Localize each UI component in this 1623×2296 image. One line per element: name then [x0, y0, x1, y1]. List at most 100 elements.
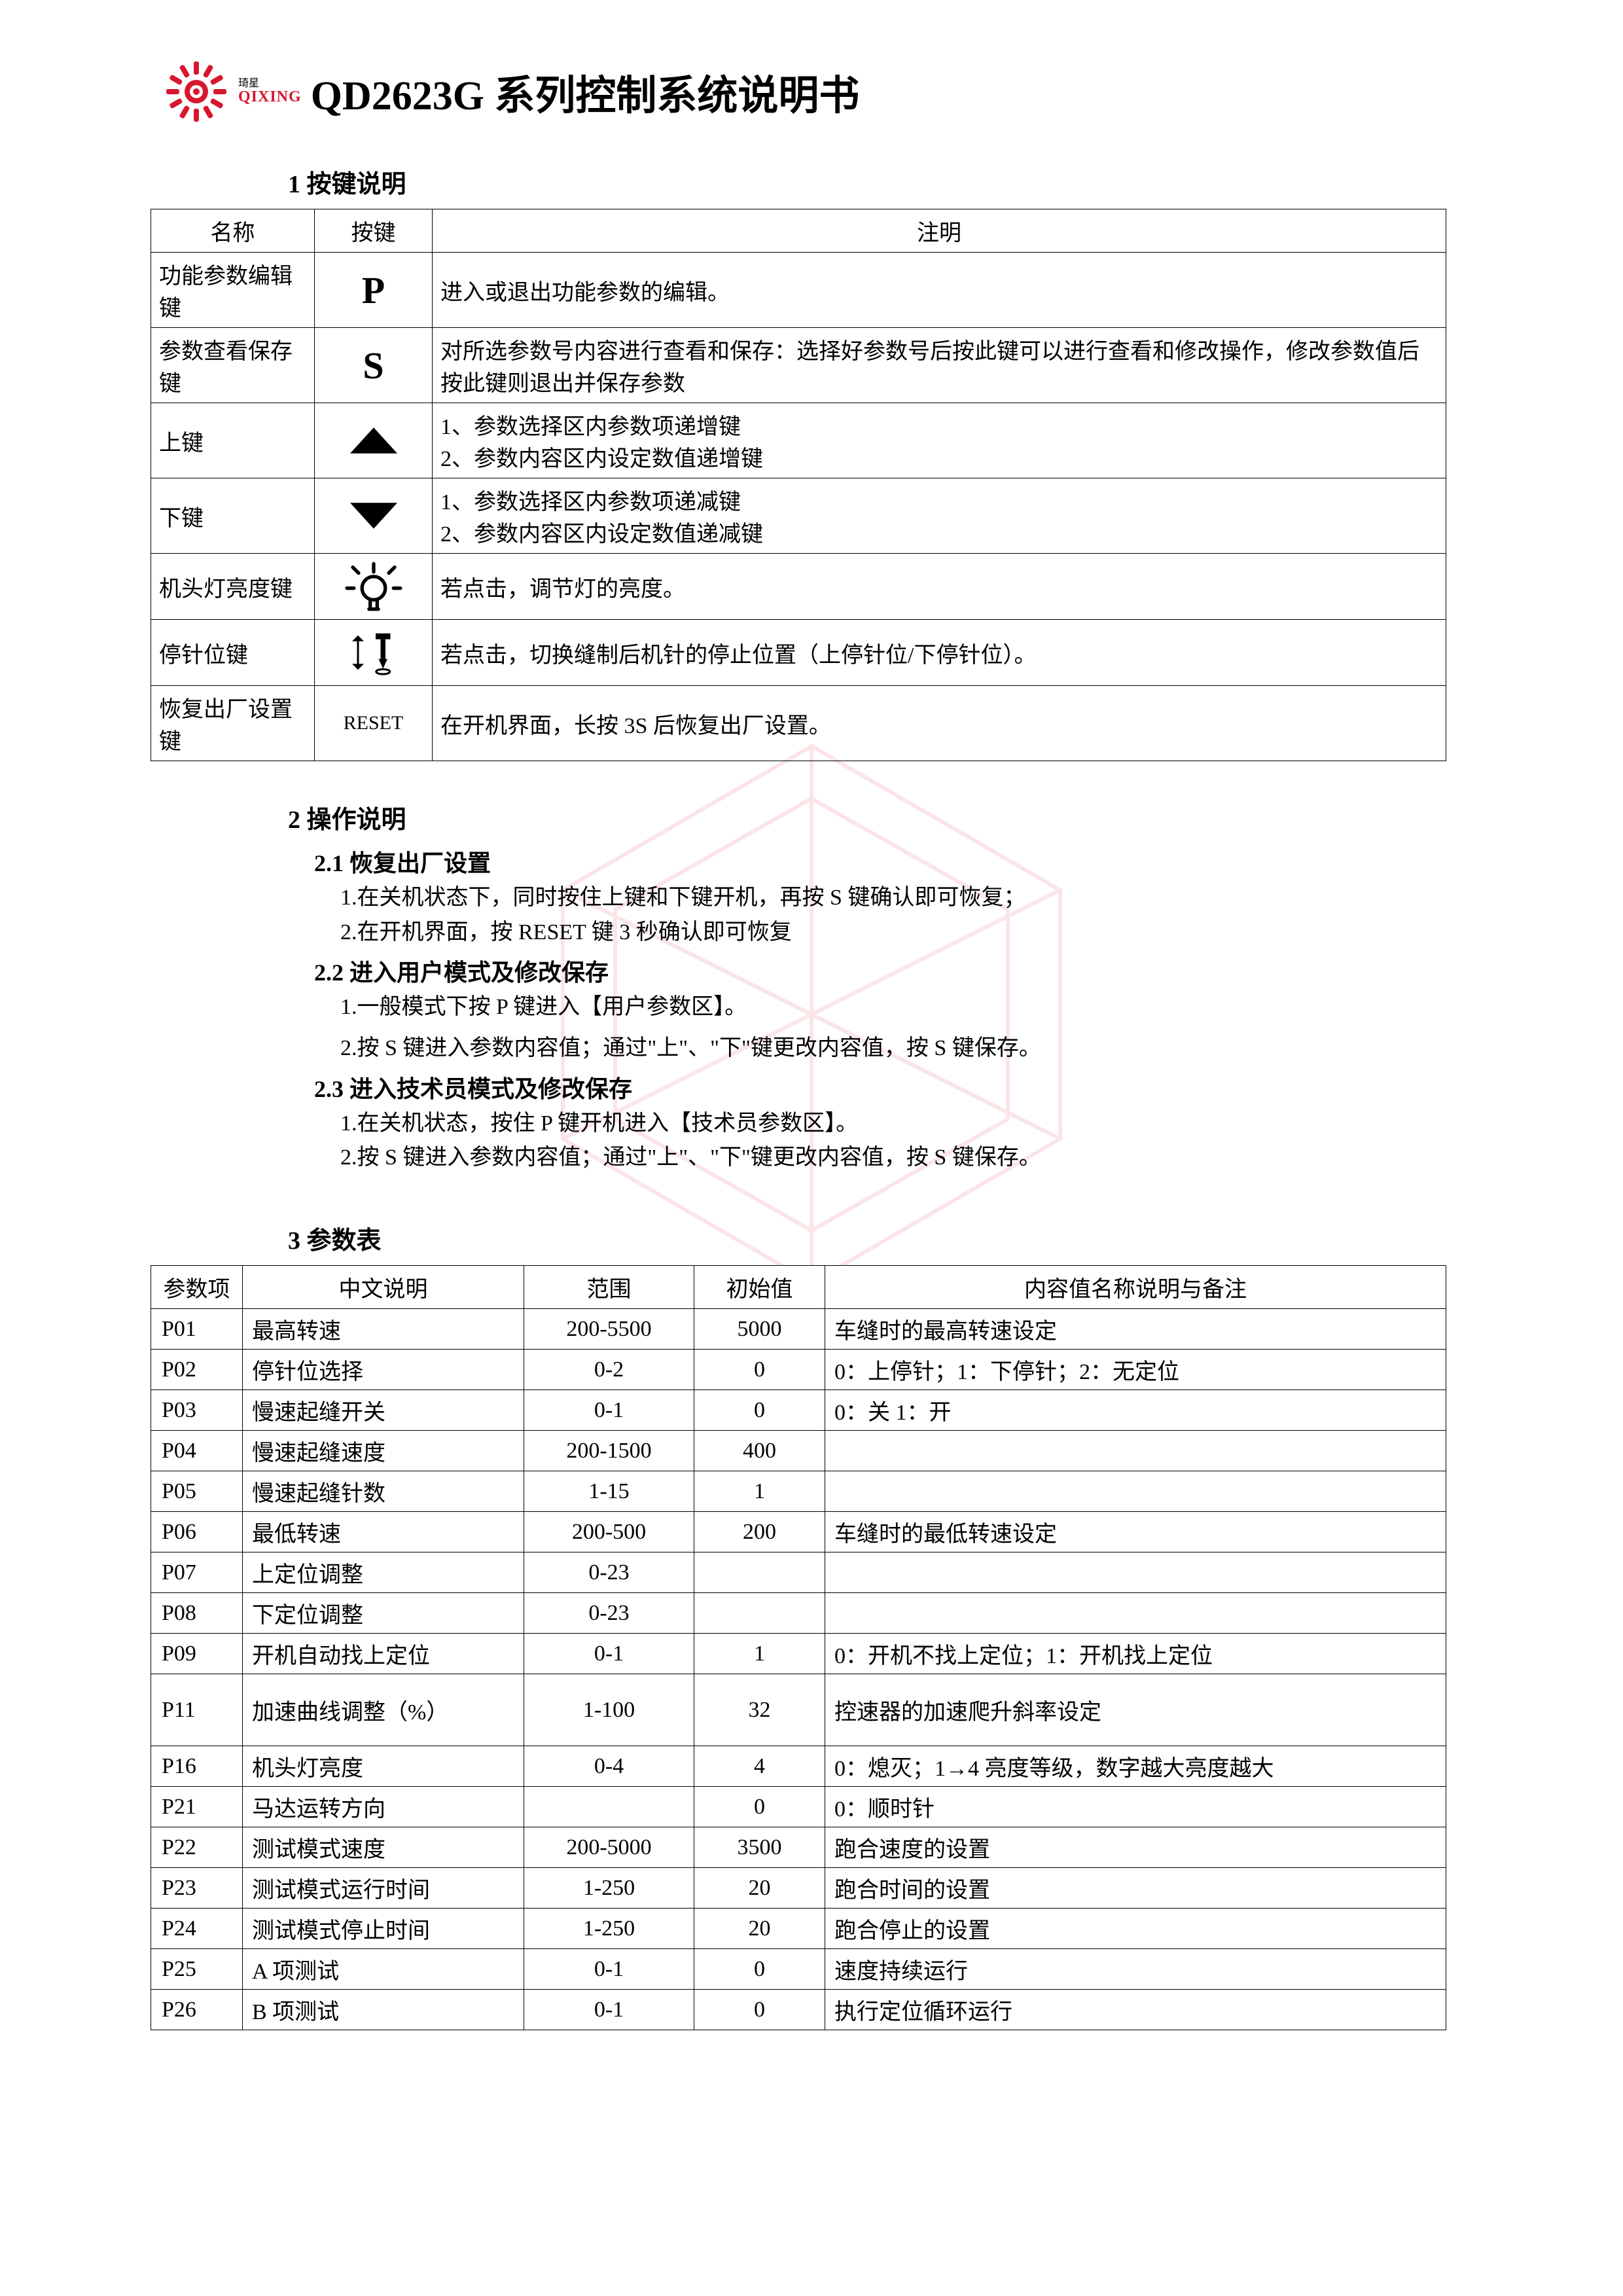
params-row: P07上定位调整0-23: [151, 1552, 1446, 1593]
bulb-icon: [344, 560, 403, 613]
params-cell: 0-4: [524, 1746, 694, 1787]
params-cell: 慢速起缝针数: [243, 1471, 524, 1512]
params-cell: [694, 1593, 825, 1634]
needle-position-icon: [344, 626, 403, 679]
key-symbol: [315, 403, 433, 478]
params-cell: P08: [151, 1593, 243, 1634]
params-cell: 车缝时的最高转速设定: [825, 1309, 1446, 1350]
params-cell: 1-250: [524, 1909, 694, 1949]
params-table: 参数项 中文说明 范围 初始值 内容值名称说明与备注 P01最高转速200-55…: [151, 1265, 1446, 2030]
params-row: P09开机自动找上定位0-110：开机不找上定位；1：开机找上定位: [151, 1634, 1446, 1674]
keys-row: 上键1、参数选择区内参数项递增键2、参数内容区内设定数值递增键: [151, 403, 1446, 478]
key-symbol: [315, 620, 433, 686]
key-note: 若点击，调节灯的亮度。: [433, 554, 1446, 620]
params-cell: 车缝时的最低转速设定: [825, 1512, 1446, 1552]
section-2-1-item-2: 2.在开机界面，按 RESET 键 3 秒确认即可恢复: [340, 916, 1459, 950]
key-name: 上键: [151, 403, 315, 478]
params-cell: 最高转速: [243, 1309, 524, 1350]
params-cell: 200-5000: [524, 1827, 694, 1868]
params-row: P21马达运转方向00：顺时针: [151, 1787, 1446, 1827]
params-cell: 慢速起缝速度: [243, 1431, 524, 1471]
params-cell: P06: [151, 1512, 243, 1552]
keys-row: 恢复出厂设置键RESET在开机界面，长按 3S 后恢复出厂设置。: [151, 686, 1446, 761]
params-cell: 0-23: [524, 1552, 694, 1593]
keys-th-name: 名称: [151, 209, 315, 253]
params-cell: 跑合时间的设置: [825, 1868, 1446, 1909]
params-th-1: 参数项: [151, 1266, 243, 1309]
params-cell: 开机自动找上定位: [243, 1634, 524, 1674]
params-cell: [825, 1593, 1446, 1634]
params-row: P25A 项测试0-10速度持续运行: [151, 1949, 1446, 1990]
params-cell: 马达运转方向: [243, 1787, 524, 1827]
keys-row: 机头灯亮度键 若点击，调节灯的亮度。: [151, 554, 1446, 620]
params-cell: 执行定位循环运行: [825, 1990, 1446, 2030]
section-2-2-title: 2.2 进入用户模式及修改保存: [314, 954, 1459, 988]
params-cell: 加速曲线调整（%）: [243, 1674, 524, 1746]
section-3-heading: 3 参数表: [288, 1220, 1459, 1256]
params-cell: 0: [694, 1390, 825, 1431]
section-2-heading: 2 操作说明: [288, 799, 1459, 835]
params-cell: 200-500: [524, 1512, 694, 1552]
params-cell: P16: [151, 1746, 243, 1787]
params-cell: A 项测试: [243, 1949, 524, 1990]
section-2-1-item-1: 1.在关机状态下，同时按住上键和下键开机，再按 S 键确认即可恢复；: [340, 881, 1459, 916]
header: 琦星 QIXING QD2623G 系列控制系统说明书: [164, 59, 1459, 124]
key-note: 对所选参数号内容进行查看和保存：选择好参数号后按此键可以进行查看和修改操作，修改…: [433, 328, 1446, 403]
params-cell: 0-1: [524, 1949, 694, 1990]
params-cell: 1-250: [524, 1868, 694, 1909]
params-th-3: 范围: [524, 1266, 694, 1309]
params-row: P04慢速起缝速度200-1500400: [151, 1431, 1446, 1471]
params-row: P03慢速起缝开关0-100：关 1：开: [151, 1390, 1446, 1431]
key-symbol: P: [315, 253, 433, 328]
params-cell: 0：顺时针: [825, 1787, 1446, 1827]
arrow-up-icon: [344, 420, 403, 461]
params-cell: 上定位调整: [243, 1552, 524, 1593]
key-name: 机头灯亮度键: [151, 554, 315, 620]
params-cell: 20: [694, 1868, 825, 1909]
key-symbol: S: [315, 328, 433, 403]
params-row: P08下定位调整0-23: [151, 1593, 1446, 1634]
params-cell: 下定位调整: [243, 1593, 524, 1634]
params-cell: 0: [694, 1350, 825, 1390]
params-cell: 1-100: [524, 1674, 694, 1746]
params-cell: 0：熄灭；1→4 亮度等级，数字越大亮度越大: [825, 1746, 1446, 1787]
params-cell: 200-1500: [524, 1431, 694, 1471]
params-cell: 0: [694, 1949, 825, 1990]
params-cell: 测试模式速度: [243, 1827, 524, 1868]
params-cell: 测试模式运行时间: [243, 1868, 524, 1909]
params-cell: 400: [694, 1431, 825, 1471]
params-row: P22测试模式速度200-50003500跑合速度的设置: [151, 1827, 1446, 1868]
params-cell: P11: [151, 1674, 243, 1746]
keys-th-key: 按键: [315, 209, 433, 253]
params-cell: 1-15: [524, 1471, 694, 1512]
section-2-3-item-1: 1.在关机状态，按住 P 键开机进入【技术员参数区】。: [340, 1107, 1459, 1141]
params-row: P26B 项测试0-10执行定位循环运行: [151, 1990, 1446, 2030]
brand-en: QIXING: [238, 89, 302, 105]
keys-row: 功能参数编辑键P进入或退出功能参数的编辑。: [151, 253, 1446, 328]
params-cell: 最低转速: [243, 1512, 524, 1552]
brand-logo-icon: [164, 59, 229, 124]
key-name: 下键: [151, 478, 315, 554]
section-2-3-item-2: 2.按 S 键进入参数内容值；通过"上"、"下"键更改内容值，按 S 键保存。: [340, 1141, 1459, 1175]
params-row: P24测试模式停止时间1-25020跑合停止的设置: [151, 1909, 1446, 1949]
key-note: 1、参数选择区内参数项递减键2、参数内容区内设定数值递减键: [433, 478, 1446, 554]
params-cell: [825, 1552, 1446, 1593]
params-th-4: 初始值: [694, 1266, 825, 1309]
params-cell: 跑合速度的设置: [825, 1827, 1446, 1868]
key-symbol: RESET: [315, 686, 433, 761]
keys-th-note: 注明: [433, 209, 1446, 253]
section-2-3-title: 2.3 进入技术员模式及修改保存: [314, 1070, 1459, 1104]
params-cell: 测试模式停止时间: [243, 1909, 524, 1949]
key-symbol: [315, 554, 433, 620]
params-cell: 机头灯亮度: [243, 1746, 524, 1787]
params-cell: P24: [151, 1909, 243, 1949]
params-cell: P02: [151, 1350, 243, 1390]
params-cell: [825, 1431, 1446, 1471]
params-cell: 1: [694, 1634, 825, 1674]
params-cell: 0：关 1：开: [825, 1390, 1446, 1431]
params-cell: [825, 1471, 1446, 1512]
params-row: P16机头灯亮度0-440：熄灭；1→4 亮度等级，数字越大亮度越大: [151, 1746, 1446, 1787]
params-cell: P03: [151, 1390, 243, 1431]
keys-table: 名称 按键 注明 功能参数编辑键P进入或退出功能参数的编辑。参数查看保存键S对所…: [151, 209, 1446, 761]
params-cell: P25: [151, 1949, 243, 1990]
